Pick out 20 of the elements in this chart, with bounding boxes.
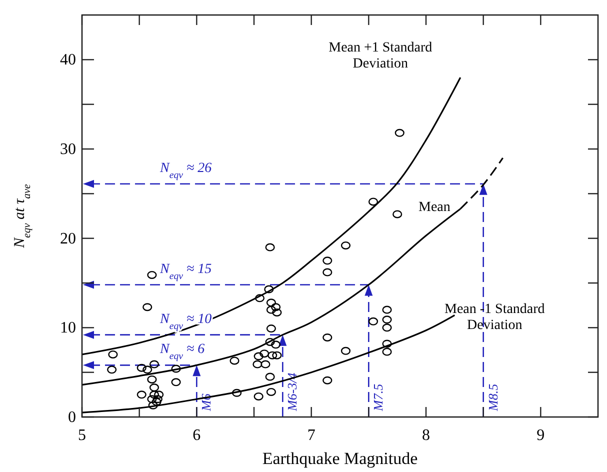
series-label: Mean -1 Standard Deviation	[444, 302, 545, 334]
y-tick-label: 0	[68, 409, 76, 426]
y-tick-label: 20	[60, 230, 76, 248]
series-label: Mean +1 Standard Deviation	[328, 40, 432, 72]
ref-line-label: M7.5	[370, 383, 386, 412]
x-tick-label: 8	[422, 427, 430, 444]
ref-line-label: N$_{eqv}$ ≈ 6	[159, 342, 205, 362]
ref-line-label: M8.5	[485, 383, 500, 412]
x-axis-title: Earthquake Magnitude	[262, 449, 418, 468]
x-tick-label: 9	[536, 427, 545, 444]
x-tick-label: 6	[192, 427, 201, 444]
ref-line-label: N$_{eqv}$ ≈ 26	[159, 160, 212, 180]
y-tick-label: 30	[60, 141, 76, 158]
y-tick-label: 40	[60, 52, 76, 69]
x-tick-label: 7	[307, 427, 316, 444]
series-label: Mean	[418, 200, 450, 215]
ref-line-label: N$_{eqv}$ ≈ 15	[159, 262, 212, 282]
x-tick-label: 5	[78, 427, 86, 444]
ref-line-label: M6-3/4	[284, 372, 300, 412]
y-tick-label: 10	[60, 320, 76, 337]
